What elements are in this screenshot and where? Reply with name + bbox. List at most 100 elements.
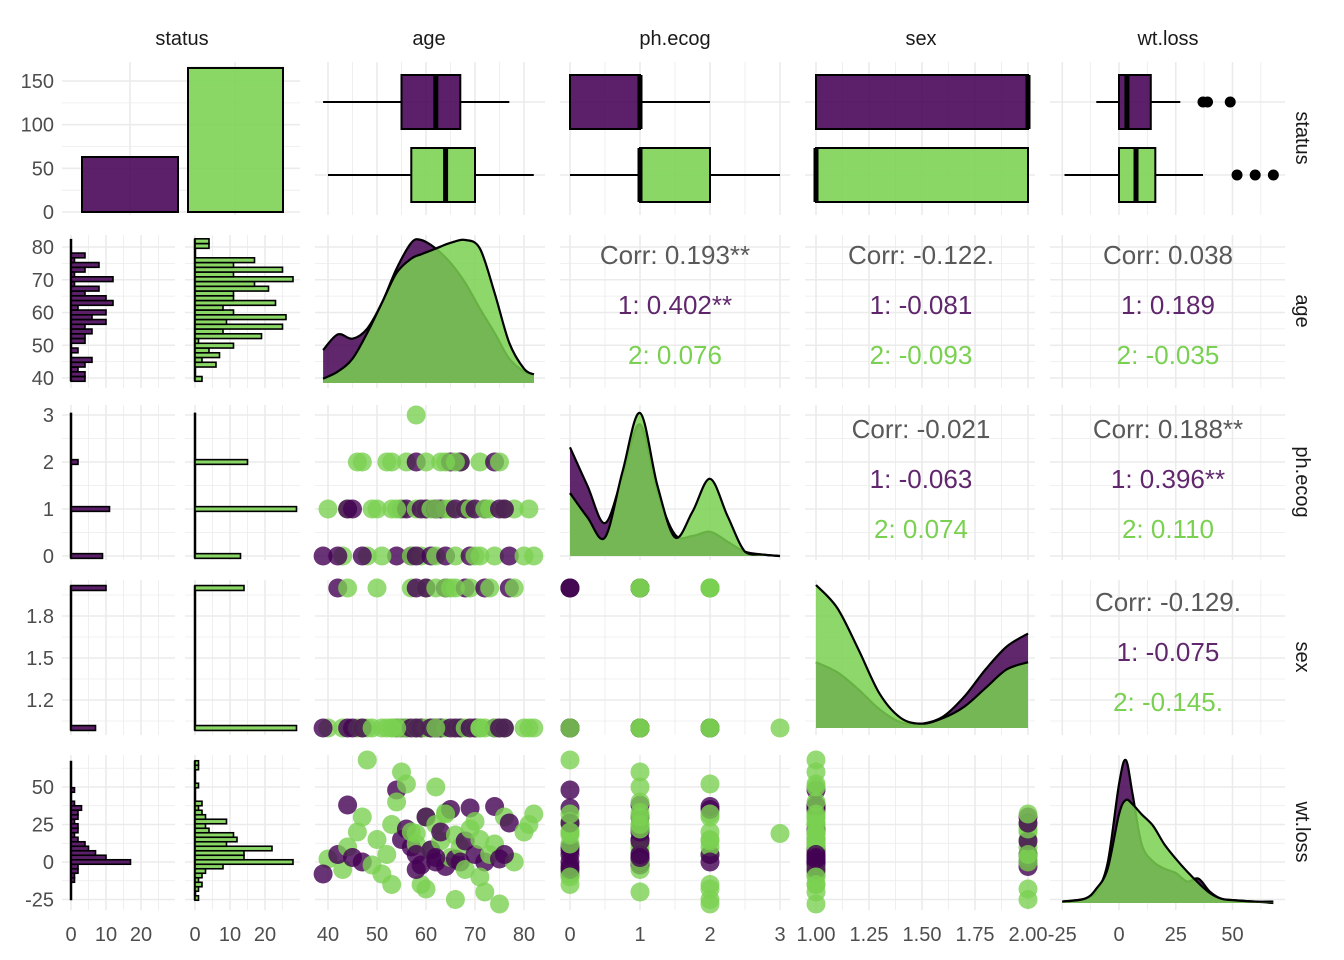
histogram-bar-age-1 [70, 252, 86, 259]
scatter-point-age-ph_ecog [313, 546, 333, 566]
scatter-point-age-sex [338, 578, 358, 598]
scatter-point-age-ph_ecog [372, 546, 392, 566]
column-strip-label: age [412, 28, 445, 50]
scatter-point-sex-wt_loss [806, 875, 826, 894]
scatter-point-age-sex [494, 718, 514, 738]
y-tick-label: 0 [43, 202, 54, 224]
histogram-bar-sex-2 [194, 724, 298, 732]
histogram-bar-age-1 [70, 285, 100, 292]
histogram-bar-age-2 [194, 299, 277, 307]
scatter-point-sex-wt_loss [806, 894, 826, 914]
scatter-point-age-ph_ecog [318, 499, 338, 519]
scatter-point-age-wt_loss [499, 813, 519, 833]
scatter-point-sex-wt_loss [806, 792, 826, 812]
y-tick-label: 60 [32, 303, 54, 325]
histogram-bar-age-1 [70, 309, 107, 316]
x-tick-label: 1 [634, 924, 645, 946]
histogram-bar-ph_ecog-1 [70, 552, 104, 560]
scatter-point-age-ph_ecog [470, 452, 490, 472]
scatter-point-age-wt_loss [313, 864, 333, 884]
histogram-bar-age-2 [194, 313, 287, 321]
histogram-bar-age-2 [194, 342, 235, 349]
x-tick-label: 1.50 [903, 924, 942, 946]
histogram-bar-ph_ecog-1 [70, 505, 111, 513]
column-strip-label: status [155, 28, 208, 50]
boxplot-box-sex-1 [815, 74, 1029, 130]
scatter-point-age-wt_loss [382, 875, 402, 894]
scatter-point-age-ph_ecog [387, 546, 407, 566]
y-tick-label: 150 [21, 71, 54, 93]
x-tick-label: 10 [219, 924, 241, 946]
histogram-bar-age-2 [194, 323, 284, 330]
row-strip-label: age [1291, 294, 1313, 327]
histogram-bar-age-1 [70, 356, 93, 364]
x-tick-label: 1.00 [797, 924, 836, 946]
scatter-point-ph_ecog-wt_loss [560, 822, 580, 842]
x-tick-label: 50 [366, 924, 388, 946]
column-strip-label: sex [905, 28, 936, 50]
scatter-point-age-wt_loss [377, 845, 397, 864]
x-tick-label: 10 [95, 924, 117, 946]
scatter-point-age-sex [460, 578, 480, 598]
scatter-point-age-sex [436, 578, 456, 598]
correlation-text-overall: Corr: -0.122. [848, 240, 994, 270]
histogram-bar-age-2 [194, 276, 294, 283]
scatter-point-age-ph_ecog [416, 452, 436, 472]
x-tick-label: 2 [704, 924, 715, 946]
y-tick-label: 1 [43, 499, 54, 521]
x-tick-label: 0 [564, 924, 575, 946]
scatter-point-age-ph_ecog [490, 452, 509, 472]
correlation-text-g2: 2: -0.145. [1113, 687, 1223, 717]
y-tick-label: 40 [32, 368, 54, 390]
scatter-point-ph_ecog-wt_loss [560, 780, 580, 800]
scatter-point-age-wt_loss [406, 860, 426, 879]
y-tick-label: 1.8 [26, 606, 54, 628]
correlation-text-g1: 1: 0.396** [1111, 464, 1225, 494]
density-line-wt_loss-2 [1062, 798, 1274, 903]
scatter-point-age-wt_loss [426, 848, 446, 867]
scatter-point-age-ph_ecog [382, 452, 402, 472]
scatter-point-age-sex [367, 578, 387, 598]
scatter-point-ph_ecog-wt_loss [630, 848, 650, 867]
scatter-point-ph_ecog-sex [630, 578, 650, 598]
correlation-text-overall: Corr: -0.021 [852, 414, 991, 444]
scatter-point-ph_ecog-sex [700, 578, 720, 598]
scatter-point-age-ph_ecog [426, 499, 446, 519]
x-tick-label: 1.25 [850, 924, 889, 946]
y-tick-label: 50 [32, 335, 54, 357]
correlation-text-g2: 2: 0.076 [628, 340, 722, 370]
scatter-point-ph_ecog-wt_loss [700, 852, 720, 872]
correlation-text-g2: 2: 0.110 [1122, 514, 1214, 544]
correlation-text-g1: 1: 0.189 [1121, 290, 1215, 320]
x-tick-label: 40 [317, 924, 339, 946]
scatter-point-age-wt_loss [470, 867, 490, 887]
boxplot-box-wt_loss-1 [1118, 74, 1152, 130]
x-tick-label: 50 [1221, 924, 1243, 946]
boxplot-outlier [1202, 96, 1214, 108]
correlation-text-overall: Corr: -0.129. [1095, 587, 1241, 617]
x-tick-label: 2.00 [1009, 924, 1048, 946]
boxplot-box-ph_ecog-1 [569, 74, 641, 130]
histogram-bar-ph_ecog-2 [194, 505, 298, 513]
scatter-point-ph_ecog-wt_loss [700, 890, 720, 909]
scatter-point-ph_ecog-wt_loss [630, 882, 650, 902]
scatter-point-ph_ecog-wt_loss [700, 774, 720, 794]
scatter-point-age-ph_ecog [499, 546, 519, 566]
scatter-point-age-wt_loss [465, 812, 485, 831]
column-strip-label: wt.loss [1136, 28, 1198, 50]
scatter-point-age-ph_ecog [494, 499, 514, 519]
histogram-bar-wt_loss-2 [194, 831, 235, 839]
scatter-point-sex-wt_loss [806, 824, 826, 843]
x-tick-label: 3 [774, 924, 785, 946]
density-line-sex-2 [815, 584, 1029, 725]
histogram-bar-sex-2 [194, 584, 245, 592]
x-tick-label: 60 [415, 924, 437, 946]
scatter-point-age-ph_ecog [406, 546, 426, 566]
boxplot-box-age-1 [400, 74, 462, 130]
histogram-bar-age-1 [70, 261, 100, 269]
scatter-point-age-sex [524, 718, 544, 738]
correlation-text-g2: 2: -0.035 [1117, 340, 1220, 370]
scatter-point-ph_ecog-wt_loss [630, 762, 650, 782]
scatter-point-age-wt_loss [445, 890, 465, 909]
histogram-bar-wt_loss-1 [70, 800, 76, 807]
